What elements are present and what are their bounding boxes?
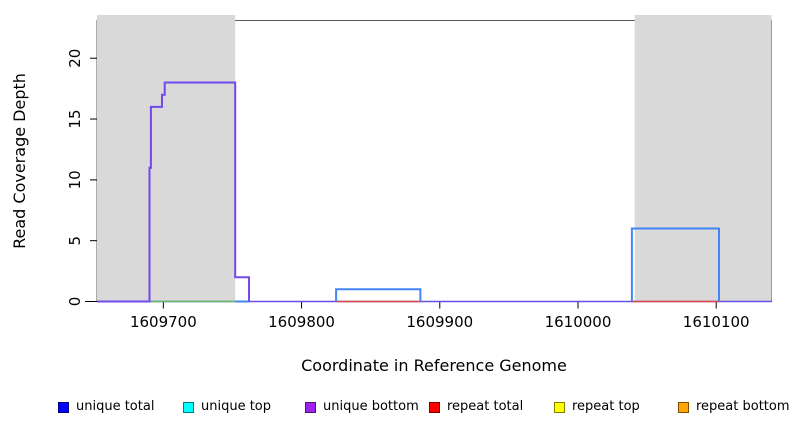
y-tick-label: 20 xyxy=(66,49,84,68)
y-tick-label: 5 xyxy=(66,236,84,246)
legend-label: unique top xyxy=(201,399,272,414)
shaded-region-right xyxy=(634,15,772,301)
legend: unique total unique top unique bottom re… xyxy=(0,398,792,420)
legend-label: repeat total xyxy=(447,399,524,414)
legend-swatch-unique-top xyxy=(183,402,194,413)
legend-swatch-unique-total xyxy=(58,402,69,413)
coverage-chart: 1609700 1609800 1609900 1610000 1610100 0 5 10 1… xyxy=(10,15,772,375)
x-axis-label: Coordinate in Reference Genome xyxy=(301,356,567,375)
legend-swatch-unique-bottom xyxy=(305,402,316,413)
legend-label: unique bottom xyxy=(323,399,419,414)
y-tick-label: 0 xyxy=(66,297,84,307)
series-unique-bottom xyxy=(97,81,250,303)
series-unique-total xyxy=(630,227,720,302)
x-tick-label: 1609800 xyxy=(268,313,335,331)
y-tick-label: 15 xyxy=(66,109,84,128)
legend-label: unique total xyxy=(76,399,155,414)
x-tick-label: 1610100 xyxy=(683,313,750,331)
x-tick-label: 1609900 xyxy=(406,313,473,331)
legend-label: repeat bottom xyxy=(696,399,790,414)
series-unique-total xyxy=(335,288,422,302)
x-tick-label: 1610000 xyxy=(545,313,612,331)
legend-label: repeat top xyxy=(572,399,640,414)
shaded-region-left xyxy=(97,15,236,301)
x-tick-label: 1609700 xyxy=(130,313,197,331)
legend-swatch-repeat-top xyxy=(554,402,565,413)
y-tick-label: 10 xyxy=(66,170,84,189)
y-axis-label: Read Coverage Depth xyxy=(10,73,29,249)
legend-swatch-repeat-total xyxy=(429,402,440,413)
legend-swatch-repeat-bottom xyxy=(678,402,689,413)
